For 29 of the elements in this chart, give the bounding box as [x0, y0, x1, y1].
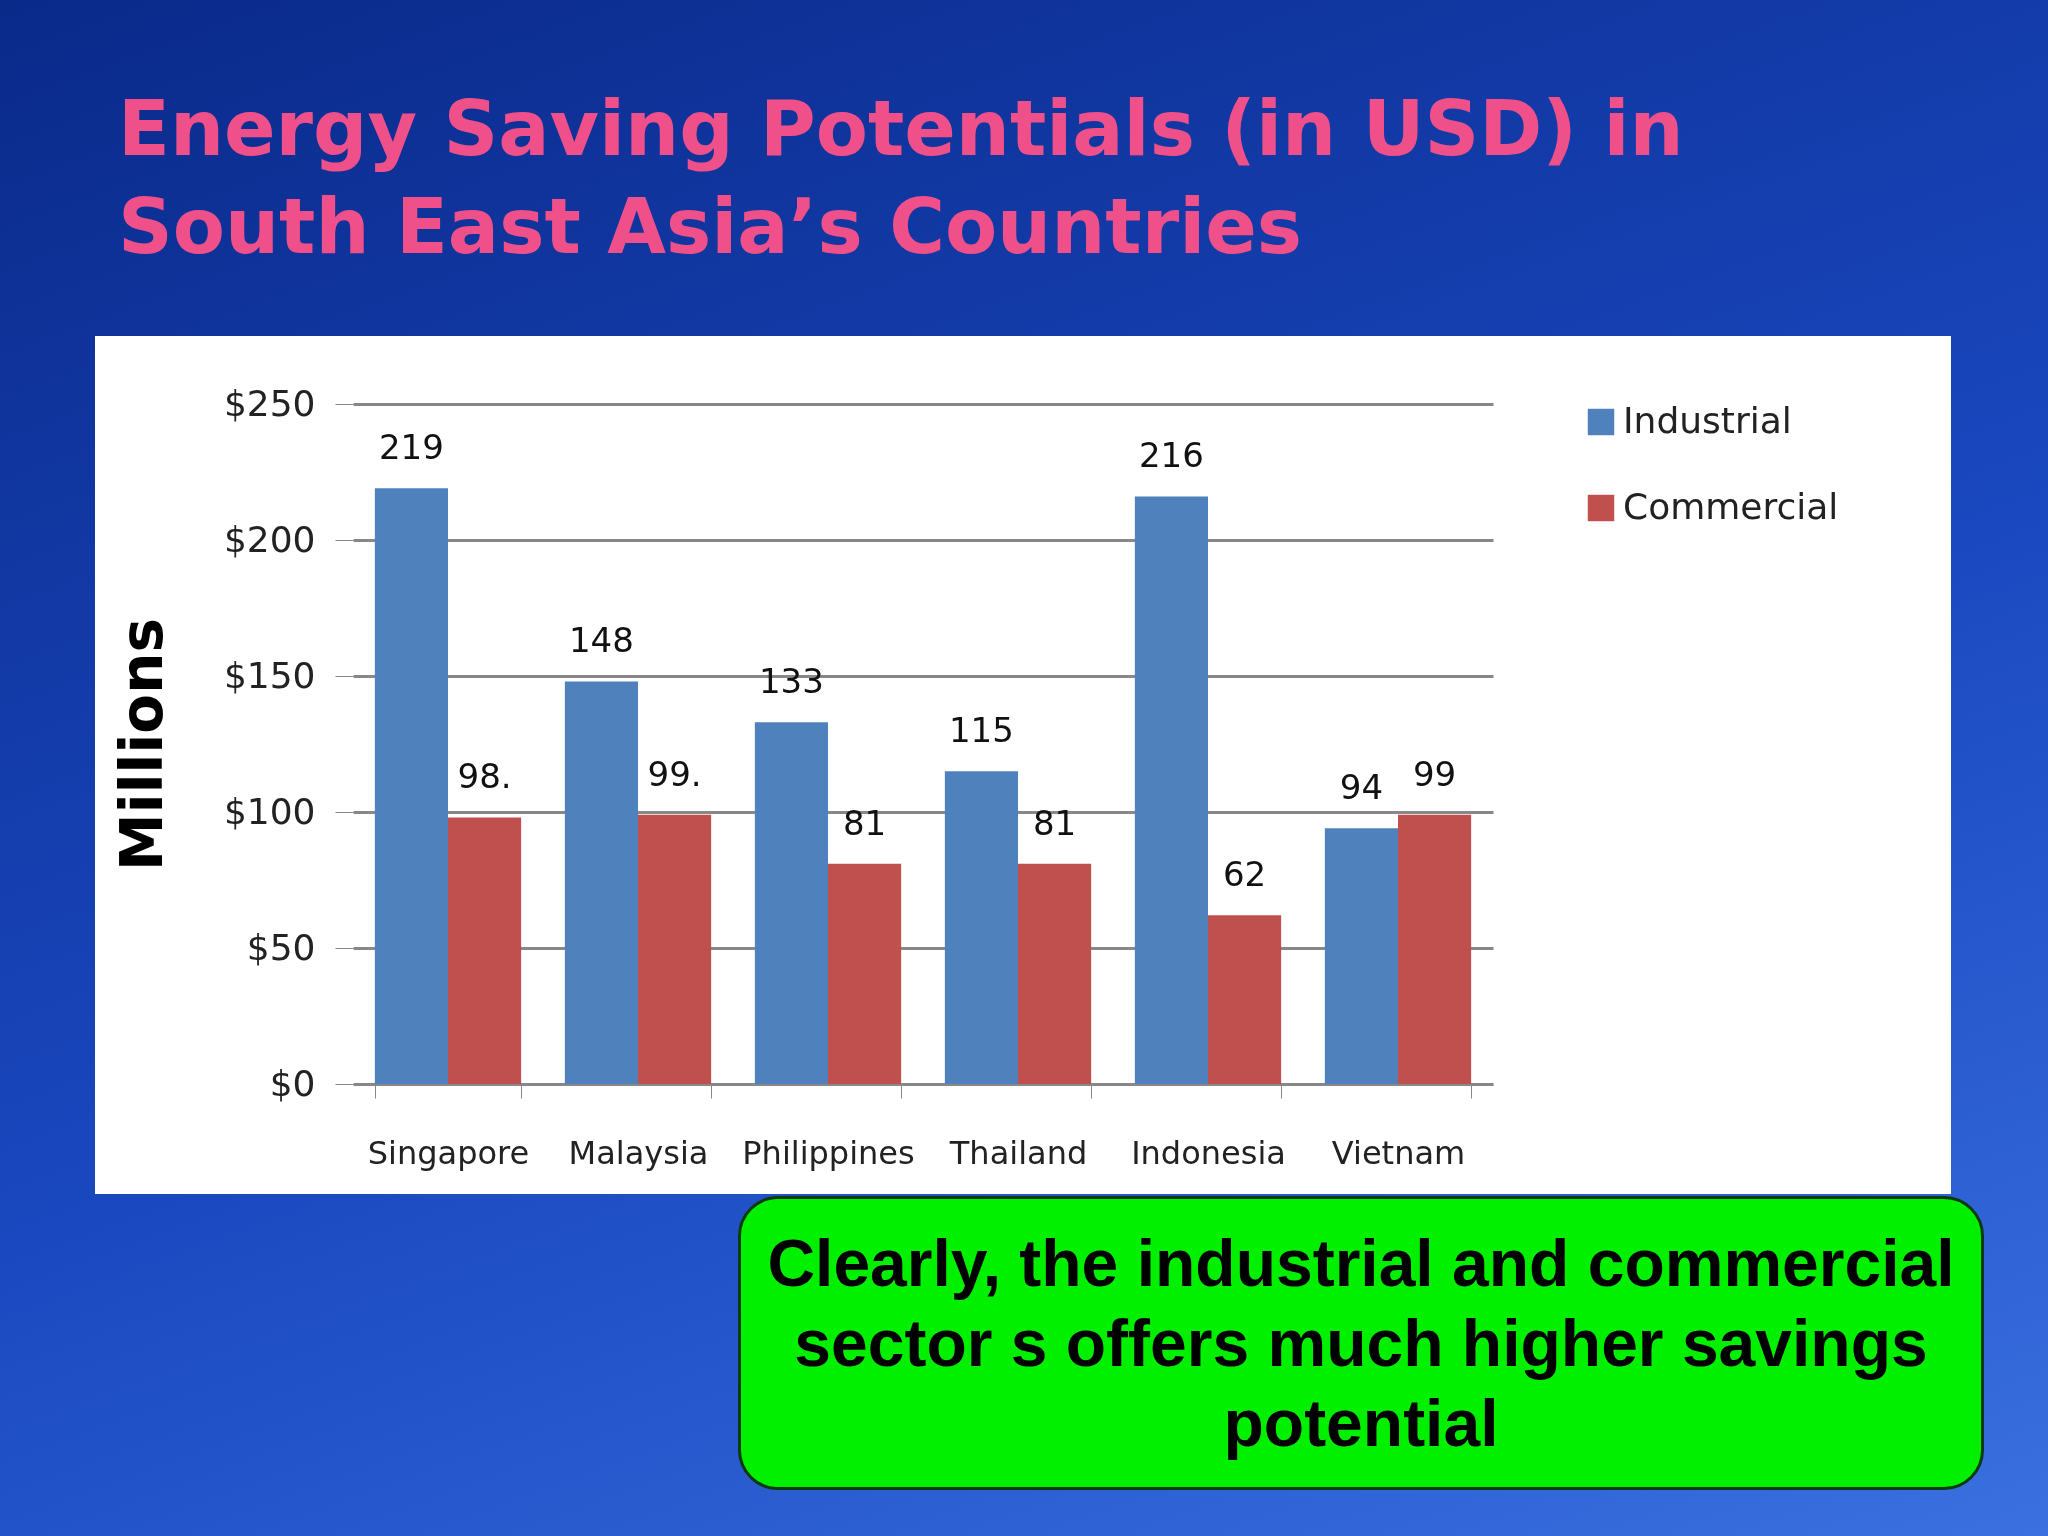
x-tick-label: Malaysia: [568, 1133, 709, 1172]
data-label: 148: [568, 620, 634, 661]
chart-title: Energy Saving Potentials (in USD) in South East Asia’s Countries: [118, 83, 1685, 273]
legend-label: Commercial: [1623, 486, 1839, 527]
data-label: 216: [1138, 435, 1204, 476]
x-tick-label: Philippines: [742, 1133, 915, 1172]
x-tick-label: Indonesia: [1131, 1133, 1286, 1172]
y-tick-label: $50: [246, 926, 316, 968]
legend-label: Industrial: [1623, 400, 1792, 441]
data-label: 115: [948, 710, 1014, 751]
data-label: 99.: [647, 753, 702, 794]
data-label: 133: [758, 661, 824, 702]
y-tick-label: $150: [223, 654, 316, 696]
y-tick-label: $200: [223, 518, 316, 560]
data-label: 81: [842, 802, 887, 843]
data-label: 219: [378, 427, 444, 468]
y-tick-label: $100: [223, 790, 316, 832]
y-tick-label: $0: [269, 1062, 316, 1104]
data-label: 98.: [457, 756, 512, 797]
x-tick-label: Thailand: [948, 1133, 1088, 1172]
data-label: 94: [1339, 767, 1384, 808]
y-axis-title: Millions: [107, 618, 176, 871]
text: Clearly, the industrial and commercial sector s offers much higher savings potential: [738, 1196, 1984, 1490]
x-tick-label: Singapore: [367, 1133, 530, 1172]
data-label: 62: [1222, 854, 1267, 895]
data-label: 99: [1412, 753, 1457, 794]
y-tick-label: $250: [223, 382, 316, 424]
data-label: 81: [1032, 802, 1077, 843]
x-tick-label: Vietnam: [1331, 1133, 1466, 1172]
